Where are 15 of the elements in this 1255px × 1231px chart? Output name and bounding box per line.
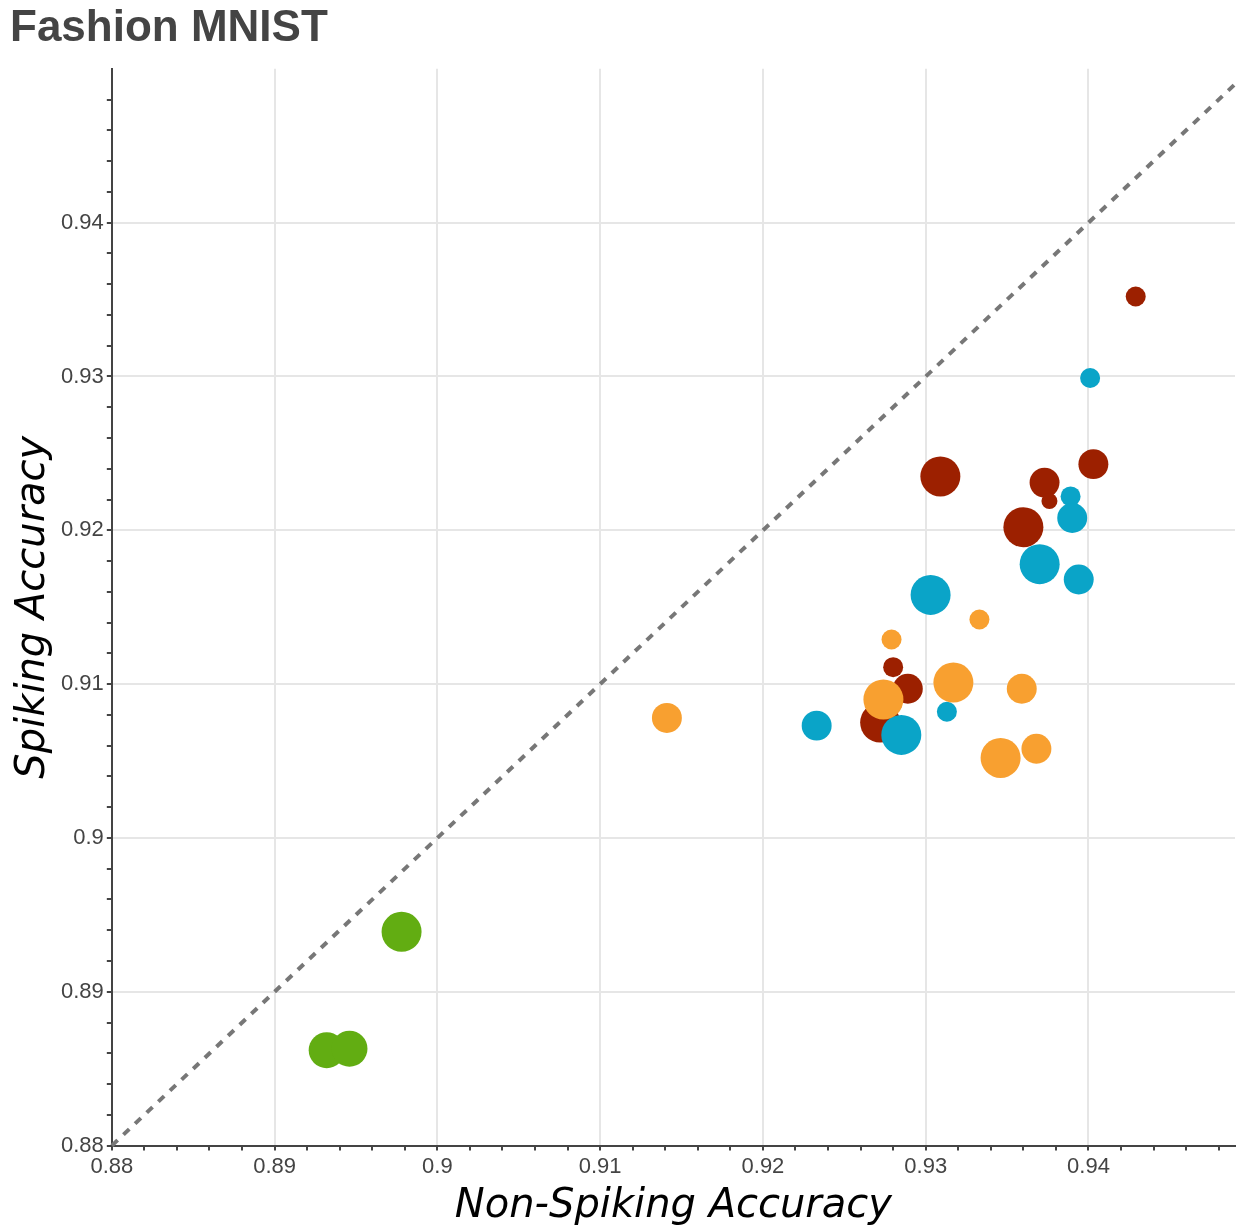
x-tick-label: 0.93 <box>904 1152 948 1178</box>
x-tick-label: 0.91 <box>578 1152 622 1178</box>
y-axis-title: Spiking Accuracy <box>7 434 54 779</box>
x-tick-label: 0.9 <box>422 1152 453 1178</box>
y-tick-label: 0.89 <box>60 977 104 1003</box>
y-tick-label: 0.91 <box>60 670 104 696</box>
chart-title: Fashion MNIST <box>10 0 328 50</box>
x-axis-title: Non-Spiking Accuracy <box>454 1180 894 1227</box>
x-tick-label: 0.89 <box>253 1152 297 1178</box>
x-tick-label: 0.94 <box>1067 1152 1110 1178</box>
y-tick-label: 0.93 <box>60 362 104 388</box>
y-tick-label: 0.92 <box>60 516 104 542</box>
x-tick-label: 0.92 <box>741 1152 785 1178</box>
y-tick-label: 0.94 <box>60 208 104 234</box>
y-tick-label: 0.9 <box>73 824 104 850</box>
